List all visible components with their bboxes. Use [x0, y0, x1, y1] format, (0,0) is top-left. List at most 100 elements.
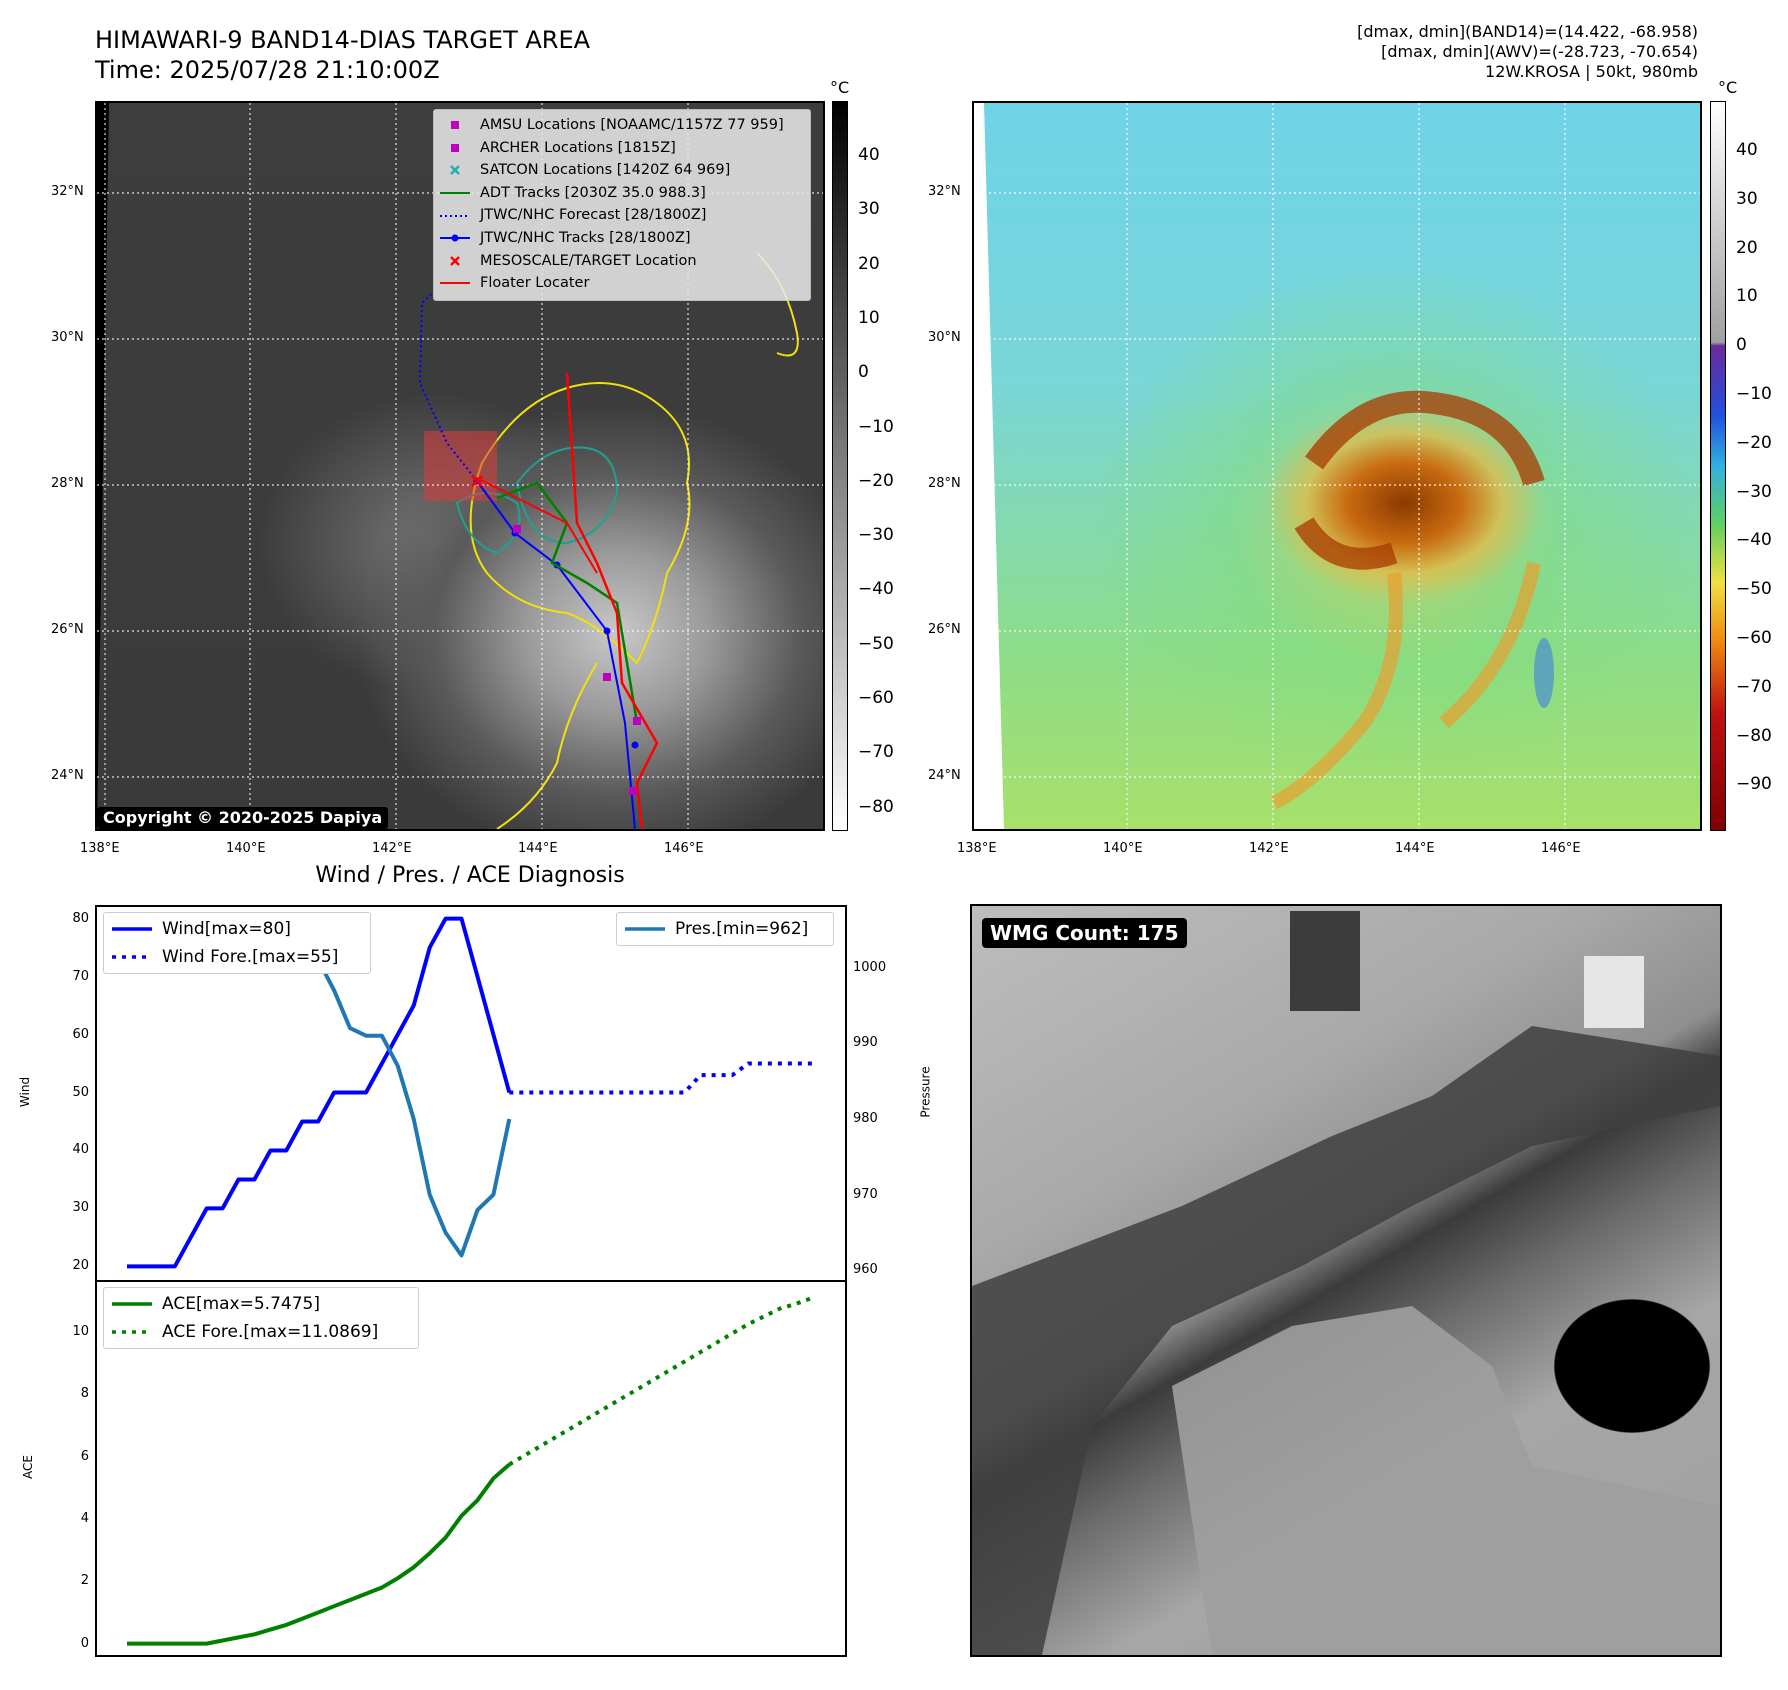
chart-time: Time: 2025/07/28 21:10:00Z: [95, 56, 440, 84]
wind-ytick: 50: [72, 1084, 89, 1100]
info-awv: [dmax, dmin](AWV)=(-28.723, -70.654): [1381, 42, 1698, 61]
diagnosis-divider: [95, 1280, 847, 1282]
wind-ytick: 40: [72, 1142, 89, 1158]
ir-colorbar-tick: −10: [858, 416, 894, 437]
ace-legend: ACE[max=5.7475] ACE Fore.[max=11.0869]: [103, 1287, 419, 1349]
map-legend-item: AMSU Locations [NOAAMC/1157Z 77 959]: [440, 114, 804, 137]
awv-lon-tick: 144°E: [1395, 841, 1435, 856]
awv-map: [972, 101, 1702, 831]
awv-colorbar: [1710, 101, 1726, 831]
ir-map: AMSU Locations [NOAAMC/1157Z 77 959] ARCH…: [95, 101, 825, 831]
wind-ytick: 60: [72, 1026, 89, 1042]
wmg-panel: WMG Count: 175: [970, 904, 1722, 1657]
diagnosis-plot: [127, 912, 813, 1646]
map-legend-item: MESOSCALE/TARGET Location: [440, 250, 804, 273]
ace-ytick: 0: [80, 1635, 89, 1651]
ace-fore-legend-label: ACE Fore.[max=11.0869]: [162, 1322, 379, 1342]
ir-colorbar-tick: 30: [858, 199, 880, 220]
ir-colorbar-unit: °C: [830, 78, 850, 97]
ir-colorbar-tick: −40: [858, 579, 894, 600]
awv-colorbar-tick: −90: [1736, 774, 1772, 795]
wind-ytick: 30: [72, 1200, 89, 1216]
awv-colorbar-tick: 40: [1736, 140, 1758, 160]
info-storm: 12W.KROSA | 50kt, 980mb: [1485, 62, 1698, 81]
awv-lat-tick: 28°N: [928, 476, 961, 491]
awv-colorbar-tick: 10: [1736, 286, 1758, 307]
map-legend-label: ADT Tracks [2030Z 35.0 988.3]: [480, 184, 706, 201]
ir-colorbar-tick: 0: [858, 362, 869, 383]
legend-line-symbol: [440, 282, 470, 285]
info-band14: [dmax, dmin](BAND14)=(14.422, -68.958): [1357, 22, 1698, 41]
ir-colorbar-tick: −80: [858, 796, 894, 817]
legend-line-symbol: [440, 192, 470, 195]
pressure-ytick: 960: [853, 1262, 878, 1278]
awv-colorbar-tick: 20: [1736, 237, 1758, 258]
awv-colorbar-tick: −50: [1736, 579, 1772, 600]
awv-colorbar-tick: −60: [1736, 628, 1772, 648]
map-legend-item: JTWC/NHC Tracks [28/1800Z]: [440, 227, 804, 250]
ir-lon-tick: 146°E: [664, 841, 704, 856]
awv-colorbar-tick: −80: [1736, 725, 1772, 746]
ace-legend-label: ACE[max=5.7475]: [162, 1294, 320, 1314]
awv-lat-tick: 30°N: [928, 330, 961, 345]
copyright-badge: Copyright © 2020-2025 Dapiya: [97, 807, 389, 829]
map-legend-item: JTWC/NHC Forecast [28/1800Z]: [440, 204, 804, 227]
ir-lat-tick: 32°N: [51, 184, 84, 199]
pressure-legend-label: Pres.[min=962]: [675, 919, 809, 939]
ir-lon-tick: 140°E: [226, 841, 266, 856]
awv-lat-tick: 24°N: [928, 768, 961, 783]
map-legend-label: Floater Locater: [480, 275, 590, 292]
wmg-overlay: [972, 911, 1720, 1655]
ir-colorbar-tick: −50: [858, 633, 894, 654]
ace-forecast-series-line: [508, 1296, 813, 1467]
awv-lat-tick: 32°N: [928, 184, 961, 199]
wind-forecast-series-line: [509, 1061, 812, 1095]
pressure-ytick: 990: [853, 1035, 878, 1051]
ir-lat-tick: 26°N: [51, 622, 84, 637]
ir-lon-tick: 144°E: [518, 841, 558, 856]
wind-ytick: 70: [72, 968, 89, 984]
ace-ytick: 2: [80, 1573, 89, 1589]
legend-dotted-symbol: [440, 214, 470, 217]
awv-colorbar-tick: −70: [1736, 676, 1772, 697]
pressure-ytick: 1000: [853, 959, 887, 975]
wind-legend: Wind[max=80] Wind Fore.[max=55]: [103, 912, 371, 974]
pressure-legend: Pres.[min=962]: [616, 912, 834, 946]
legend-x-symbol: [450, 165, 460, 176]
ir-colorbar-tick: 10: [858, 307, 880, 328]
awv-colorbar-tick: −20: [1736, 432, 1772, 453]
wind-legend-label: Wind[max=80]: [162, 919, 291, 939]
ir-colorbar: [832, 101, 848, 831]
map-legend-item: Floater Locater: [440, 272, 804, 295]
awv-colorbar-tick: −10: [1736, 384, 1772, 404]
map-legend-item: SATCON Locations [1420Z 64 969]: [440, 159, 804, 182]
ir-colorbar-tick: 40: [858, 145, 880, 165]
wind-ytick: 80: [72, 910, 89, 926]
awv-lon-tick: 142°E: [1249, 841, 1289, 856]
awv-lon-tick: 140°E: [1103, 841, 1143, 856]
ir-lat-tick: 30°N: [51, 330, 84, 345]
ir-lat-tick: 28°N: [51, 476, 84, 491]
diagnosis-title: Wind / Pres. / ACE Diagnosis: [315, 863, 625, 888]
map-legend-label: JTWC/NHC Forecast [28/1800Z]: [480, 207, 707, 224]
ir-lat-tick: 24°N: [51, 768, 84, 783]
ir-colorbar-tick: −70: [858, 742, 894, 763]
map-legend-item: ADT Tracks [2030Z 35.0 988.3]: [440, 182, 804, 205]
awv-map-overlay: [974, 103, 1700, 829]
awv-lon-tick: 138°E: [957, 841, 997, 856]
awv-lat-tick: 26°N: [928, 622, 961, 637]
ir-map-overlay: [97, 103, 823, 829]
ace-series-line: [127, 1462, 511, 1646]
wind-fore-legend-label: Wind Fore.[max=55]: [162, 947, 339, 967]
map-legend: AMSU Locations [NOAAMC/1157Z 77 959] ARCH…: [433, 109, 811, 301]
legend-x-symbol: [450, 255, 460, 266]
pressure-ytick: 970: [853, 1186, 878, 1202]
ir-colorbar-tick: −60: [858, 688, 894, 708]
ace-ytick: 4: [80, 1510, 89, 1526]
ir-lon-tick: 138°E: [80, 841, 120, 856]
awv-colorbar-tick: −30: [1736, 481, 1772, 502]
map-legend-label: ARCHER Locations [1815Z]: [480, 139, 676, 156]
legend-line-dot-symbol: [440, 234, 470, 242]
ir-colorbar-tick: −30: [858, 525, 894, 546]
awv-colorbar-tick: 0: [1736, 335, 1747, 356]
